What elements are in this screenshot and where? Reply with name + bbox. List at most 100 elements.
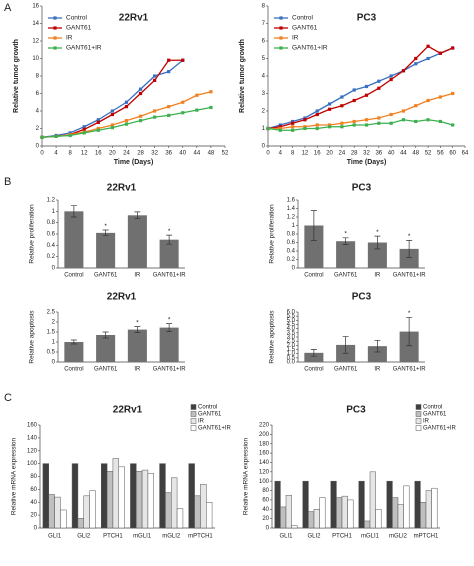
point bbox=[181, 58, 185, 62]
y-tick-label: 0 bbox=[292, 266, 296, 272]
y-tick-label: 2 bbox=[36, 126, 40, 132]
bar bbox=[319, 497, 326, 529]
bar bbox=[147, 473, 155, 529]
y-tick-label: 1.6 bbox=[287, 198, 296, 204]
y-axis-label: Relative tumor growth bbox=[13, 39, 20, 113]
bar bbox=[304, 352, 324, 362]
x-tick-label: GLI2 bbox=[307, 534, 321, 540]
legend-label: GANT61 bbox=[66, 25, 92, 32]
x-tick-label: GANT61+IR bbox=[393, 273, 427, 279]
x-tick-label: 52 bbox=[222, 151, 229, 157]
y-tick-label: 160 bbox=[259, 451, 270, 457]
legend-marker bbox=[279, 46, 283, 50]
bar bbox=[291, 525, 298, 529]
y-tick-label: 8 bbox=[262, 4, 266, 10]
point bbox=[124, 119, 129, 123]
legend-label: Control bbox=[423, 405, 442, 411]
y-tick-label: 140 bbox=[259, 460, 270, 466]
x-tick-label: 4 bbox=[54, 151, 58, 157]
error-bar bbox=[166, 234, 173, 245]
point bbox=[278, 128, 282, 132]
significance: * bbox=[168, 228, 171, 235]
y-tick-label: 180 bbox=[259, 441, 270, 447]
x-tick-label: GANT61+IR bbox=[153, 367, 187, 373]
y-tick-label: 2 bbox=[52, 320, 56, 326]
bar bbox=[89, 490, 96, 529]
point bbox=[124, 100, 129, 104]
y-tick-label: 0.4 bbox=[287, 249, 296, 255]
legend-swatch bbox=[190, 418, 197, 424]
chart-title: PC3 bbox=[346, 405, 366, 416]
point bbox=[364, 93, 369, 97]
point bbox=[68, 131, 72, 135]
bar bbox=[101, 463, 108, 529]
point bbox=[110, 123, 114, 127]
x-tick-label: GANT61 bbox=[94, 273, 118, 279]
y-tick-label: 0 bbox=[266, 526, 270, 532]
x-tick-label: 52 bbox=[425, 151, 432, 157]
bar bbox=[71, 463, 79, 529]
point bbox=[364, 123, 369, 127]
chart-title: 22Rv1 bbox=[113, 405, 143, 416]
x-tick-label: 48 bbox=[208, 151, 215, 157]
error-bar bbox=[342, 336, 349, 354]
legend-label: GANT61+IR bbox=[198, 426, 232, 432]
y-tick-label: 0.6 bbox=[47, 232, 56, 238]
x-tick-label: 64 bbox=[462, 151, 469, 157]
x-tick-label: 4 bbox=[279, 151, 283, 157]
error-bar bbox=[70, 339, 77, 345]
point bbox=[96, 120, 100, 124]
y-tick-label: 1.0 bbox=[287, 351, 296, 357]
x-tick-label: IR bbox=[134, 367, 141, 373]
point bbox=[153, 115, 157, 119]
y-axis-label: Relative mRNA expression bbox=[11, 437, 18, 515]
y-tick-label: 2.5 bbox=[47, 310, 56, 316]
y-tick-label: 20 bbox=[30, 513, 37, 519]
y-tick-label: 0 bbox=[52, 266, 56, 272]
y-tick-label: 5.5 bbox=[287, 314, 296, 320]
x-tick-label: 16 bbox=[314, 151, 321, 157]
bar bbox=[206, 502, 213, 529]
point bbox=[291, 128, 295, 132]
legend-marker bbox=[279, 26, 283, 30]
x-tick-label: mGLI2 bbox=[162, 534, 181, 540]
y-tick-label: 3.0 bbox=[287, 335, 296, 341]
bar bbox=[64, 342, 84, 362]
chart-title: 22Rv1 bbox=[119, 13, 149, 24]
y-tick-label: 2 bbox=[262, 109, 266, 115]
point bbox=[340, 121, 344, 125]
bar bbox=[96, 232, 116, 268]
point bbox=[426, 118, 430, 122]
bar bbox=[141, 469, 149, 529]
bar bbox=[127, 215, 147, 268]
point bbox=[426, 98, 430, 103]
series-line bbox=[267, 47, 453, 130]
y-tick-label: 0.5 bbox=[287, 355, 296, 361]
legend-swatch bbox=[415, 425, 422, 431]
x-tick-label: 20 bbox=[326, 151, 333, 157]
bar bbox=[136, 471, 143, 529]
x-tick-label: 8 bbox=[291, 151, 295, 157]
y-tick-label: 10 bbox=[32, 56, 39, 62]
legend-swatch bbox=[415, 418, 422, 424]
error-bar bbox=[102, 331, 109, 339]
legend-label: IR bbox=[198, 419, 205, 425]
point bbox=[278, 123, 282, 127]
x-tick-label: 36 bbox=[375, 151, 382, 157]
bar bbox=[364, 520, 371, 529]
y-tick-label: 100 bbox=[259, 479, 270, 485]
point bbox=[96, 128, 100, 132]
point bbox=[124, 105, 129, 109]
point bbox=[153, 109, 157, 113]
x-tick-label: IR bbox=[134, 273, 141, 279]
y-tick-label: 0.6 bbox=[287, 240, 296, 246]
point bbox=[96, 118, 100, 122]
series-line bbox=[267, 119, 453, 131]
bar bbox=[130, 463, 137, 529]
y-tick-label: 0 bbox=[36, 144, 40, 150]
point bbox=[352, 119, 356, 124]
x-tick-label: 56 bbox=[437, 151, 444, 157]
legend-marker bbox=[53, 26, 57, 30]
legend-label: Control bbox=[198, 405, 217, 411]
bar bbox=[48, 494, 55, 529]
